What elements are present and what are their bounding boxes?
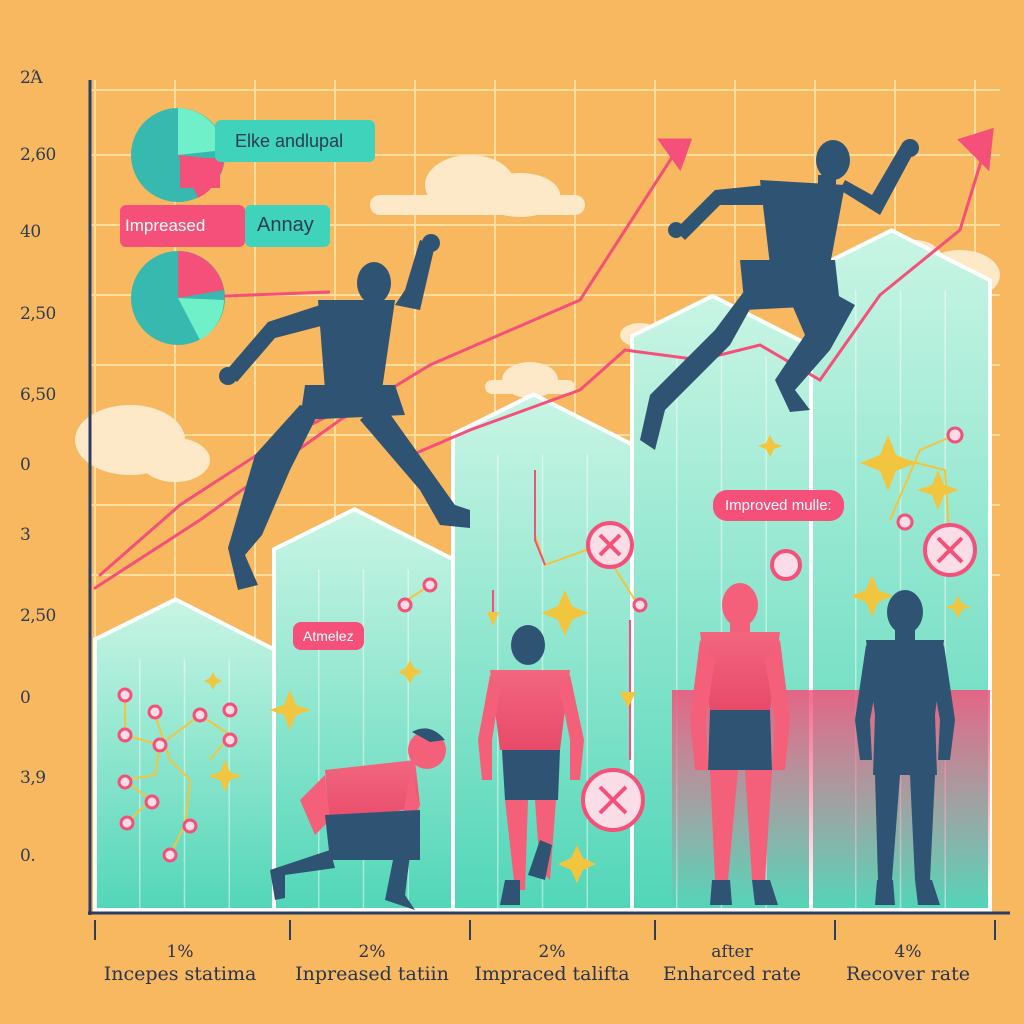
arrow-down-icon <box>487 612 636 708</box>
crouching-figure <box>270 728 446 910</box>
category-label: after Enharced rate <box>662 942 802 985</box>
connector <box>492 470 631 760</box>
y-tick-label: 2,50 <box>20 304 56 324</box>
legend-label-top: Elke andlupal <box>235 131 344 151</box>
sparkle-icon <box>204 435 971 883</box>
x-ticks <box>94 920 996 940</box>
step-area-1 <box>93 597 276 912</box>
category-label: 2% Inpreased tatiin <box>295 942 449 985</box>
y-tick-label: 40 <box>20 222 41 242</box>
y-tick-label: 0 <box>20 455 31 475</box>
pie-icon <box>131 251 331 345</box>
category-label: 4% Recover rate <box>845 942 971 985</box>
y-tick-label: 2,50 <box>20 606 56 626</box>
runner-figure-right <box>640 139 919 450</box>
y-tick-label: 0 <box>20 688 31 708</box>
y-tick-label: 2Ά <box>20 68 43 88</box>
pie-icon <box>131 108 225 202</box>
athletes-tag: Atmelez <box>293 622 364 650</box>
node-icon <box>117 426 964 863</box>
category-label: 1% Incepes statima <box>103 942 257 985</box>
y-tick-label: 3,9 <box>20 768 46 788</box>
y-tick-label: 2,60 <box>20 145 56 165</box>
legend-box <box>245 205 330 247</box>
legend-box <box>215 120 375 162</box>
category-label: 2% Impraced talifta <box>474 942 630 985</box>
cancel-circle-icon <box>581 521 977 832</box>
y-tick-label: 0. <box>20 846 36 866</box>
legend-box <box>120 205 245 247</box>
runner-figure-left <box>219 234 470 590</box>
standing-figure-back <box>478 625 584 905</box>
y-tick-label: 6,50 <box>20 385 56 405</box>
standing-figure-coral <box>690 583 790 905</box>
standing-figure-navy <box>855 590 955 905</box>
legend-label-right: Annay <box>257 214 314 236</box>
muscle-tag: Improved mulle: <box>713 490 844 521</box>
y-tick-label: 3 <box>20 525 31 545</box>
cloud-icon <box>75 155 1000 482</box>
legend-label-left: Impreased <box>125 216 206 235</box>
